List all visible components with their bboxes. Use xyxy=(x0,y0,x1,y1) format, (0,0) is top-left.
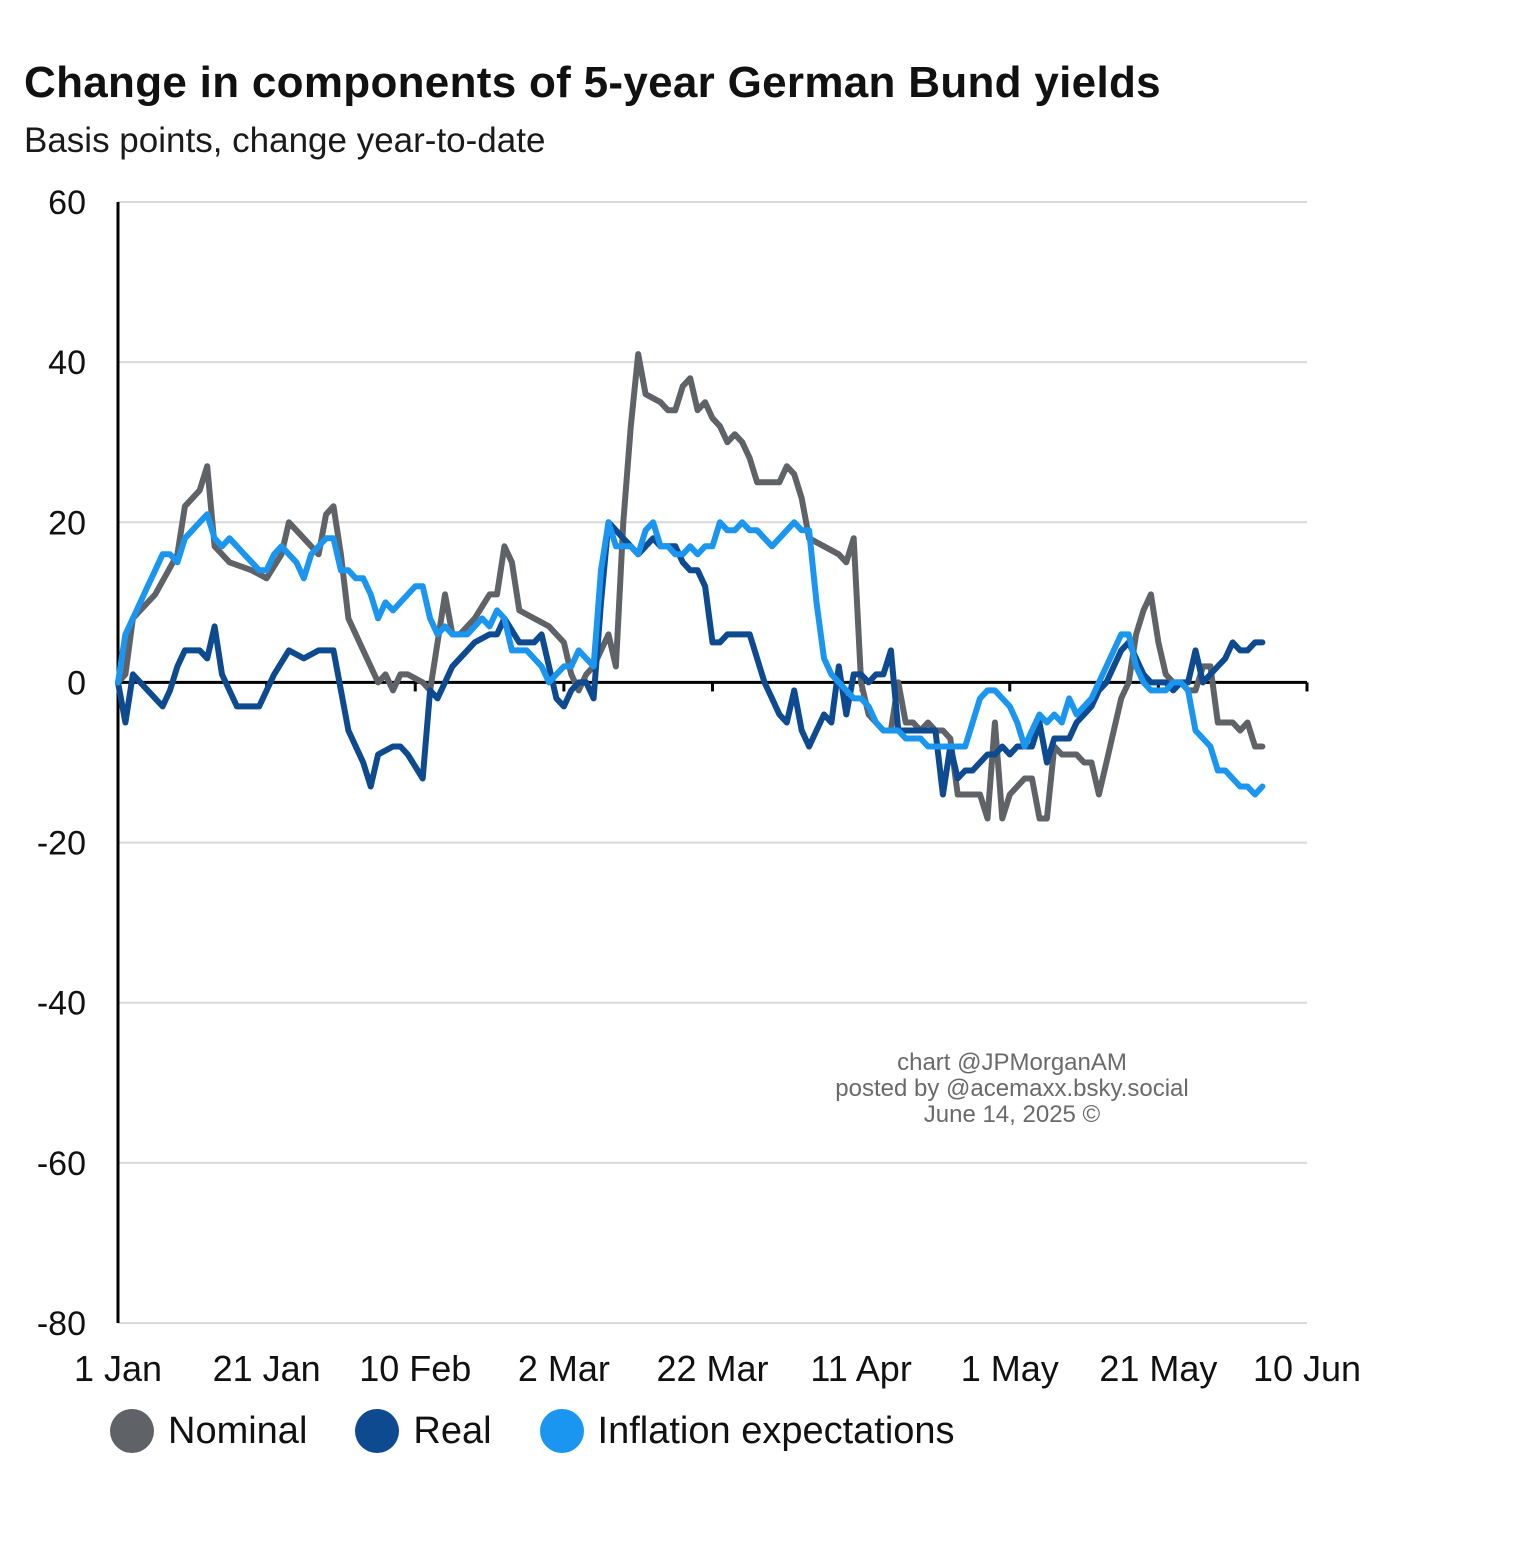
legend-label-nominal: Nominal xyxy=(168,1409,308,1452)
x-tick-label: 1 May xyxy=(961,1348,1059,1389)
x-tick-label: 22 Mar xyxy=(656,1348,768,1389)
x-tick-label: 11 Apr xyxy=(810,1348,911,1389)
legend: Nominal Real Inflation expectations xyxy=(110,1406,1003,1456)
legend-item-real: Real xyxy=(355,1409,492,1453)
y-tick-label: 60 xyxy=(48,184,86,222)
series-lines xyxy=(115,351,1266,822)
legend-label-inflation-expectations: Inflation expectations xyxy=(597,1409,955,1452)
y-tick-label: 40 xyxy=(48,344,86,382)
y-tick-label: 0 xyxy=(67,664,86,702)
watermark-line-2: posted by @acemaxx.bsky.social xyxy=(835,1075,1189,1102)
legend-marker-real xyxy=(355,1409,400,1453)
legend-marker-nominal xyxy=(110,1409,154,1453)
axes xyxy=(116,202,1309,1323)
chart-title: Change in components of 5-year German Bu… xyxy=(24,58,1161,107)
x-tick-label: 1 Jan xyxy=(74,1348,162,1389)
legend-label-real: Real xyxy=(413,1409,492,1452)
legend-item-inflation-expectations: Inflation expectations xyxy=(539,1409,955,1453)
watermark: chart @JPMorganAM posted by @acemaxx.bsk… xyxy=(762,1050,1262,1128)
y-tick-label: -60 xyxy=(37,1145,86,1183)
y-tick-label: -80 xyxy=(37,1305,86,1343)
chart-subtitle: Basis points, change year-to-date xyxy=(24,121,546,160)
x-tick-label: 2 Mar xyxy=(518,1348,610,1389)
y-tick-label: -20 xyxy=(37,825,86,863)
series-line-nominal xyxy=(115,351,1266,822)
watermark-line-1: chart @JPMorganAM xyxy=(897,1049,1127,1076)
series-line-real xyxy=(115,519,1266,798)
x-tick-label: 21 May xyxy=(1099,1348,1217,1389)
legend-item-nominal: Nominal xyxy=(110,1409,307,1453)
gridlines xyxy=(118,201,1307,1324)
series-line-inflation-expectations xyxy=(115,511,1266,798)
y-tick-label: 20 xyxy=(48,504,86,542)
y-tick-label: -40 xyxy=(37,985,86,1023)
legend-marker-inflation-expectations xyxy=(539,1409,584,1453)
x-tick-label: 21 Jan xyxy=(213,1348,321,1389)
x-tick-label: 10 Jun xyxy=(1253,1348,1361,1389)
x-tick-label: 10 Feb xyxy=(359,1348,471,1389)
watermark-line-3: June 14, 2025 © xyxy=(923,1101,1101,1128)
tick-labels: 60 40 20 0 -20 -40 -60 -80 1 Jan 21 Jan 10 Feb 2 Ma… xyxy=(37,184,1361,1389)
